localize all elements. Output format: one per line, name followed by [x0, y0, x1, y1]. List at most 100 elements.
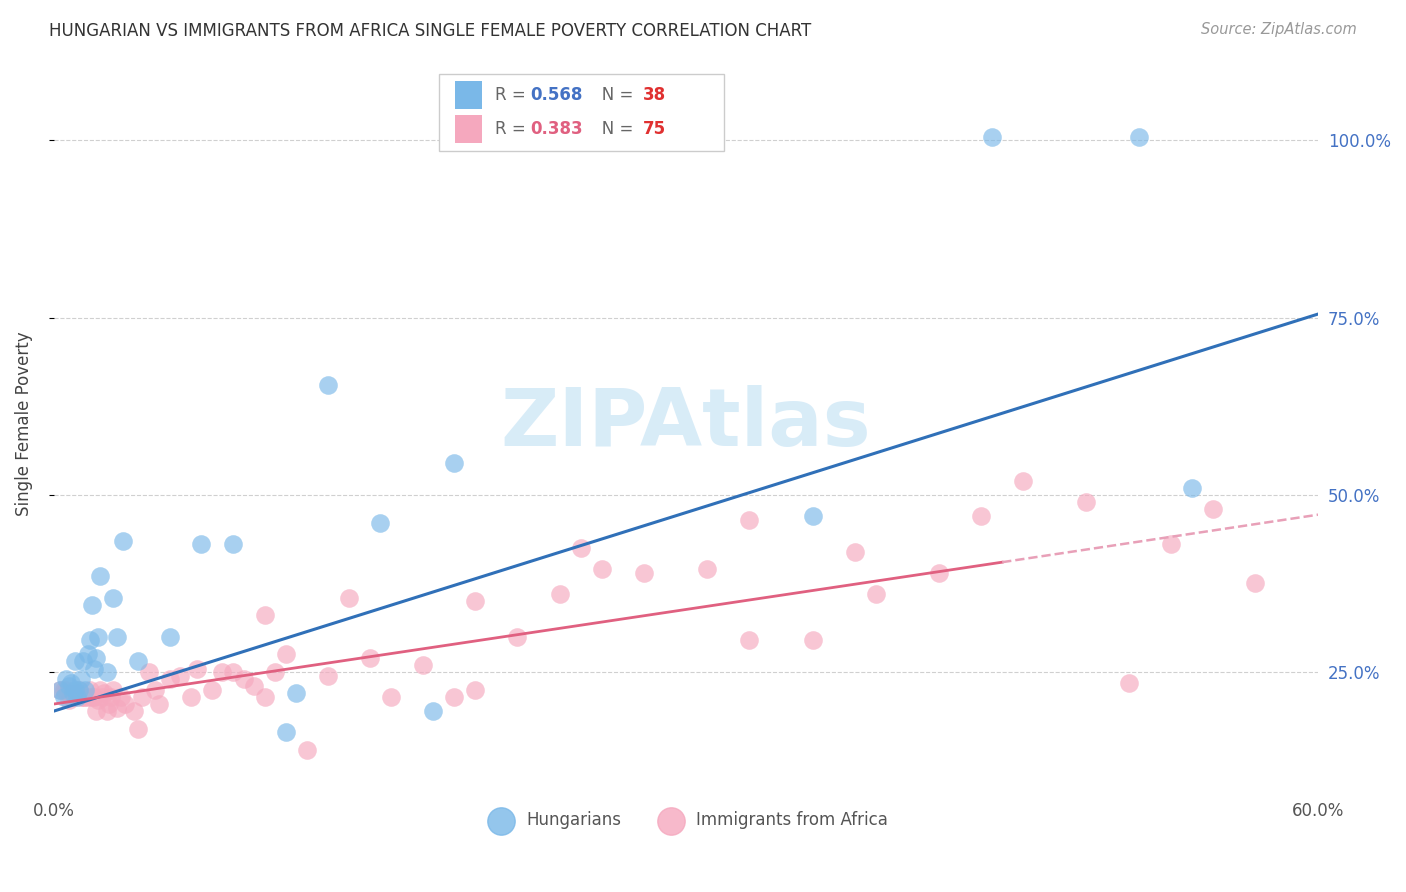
Point: [169, 668, 191, 682]
Point: [159, 630, 181, 644]
Text: Source: ZipAtlas.com: Source: ZipAtlas.com: [1201, 22, 1357, 37]
Point: [101, 591, 124, 605]
Point: [243, 679, 266, 693]
Point: [548, 587, 571, 601]
Point: [464, 594, 486, 608]
Legend: Hungarians, Immigrants from Africa: Hungarians, Immigrants from Africa: [478, 805, 894, 836]
Point: [180, 690, 202, 704]
Point: [101, 682, 124, 697]
Point: [316, 668, 339, 682]
Point: [1181, 481, 1204, 495]
Point: [138, 665, 160, 679]
Point: [143, 682, 166, 697]
Point: [72, 655, 94, 669]
Point: [928, 566, 950, 580]
Point: [222, 665, 245, 679]
Point: [359, 651, 381, 665]
Point: [738, 513, 761, 527]
Point: [105, 700, 128, 714]
Point: [87, 693, 110, 707]
Point: [148, 697, 170, 711]
Point: [211, 665, 233, 679]
Point: [89, 682, 111, 697]
Point: [62, 686, 84, 700]
Text: 75: 75: [643, 120, 666, 138]
Point: [232, 672, 254, 686]
Point: [84, 651, 107, 665]
Point: [1160, 537, 1182, 551]
Point: [464, 682, 486, 697]
Point: [70, 672, 93, 686]
Point: [443, 690, 465, 704]
FancyBboxPatch shape: [454, 114, 482, 143]
Point: [274, 648, 297, 662]
Text: 38: 38: [643, 87, 666, 104]
Point: [264, 665, 287, 679]
Point: [83, 661, 105, 675]
Point: [110, 690, 132, 704]
Point: [1076, 495, 1098, 509]
Point: [49, 682, 72, 697]
Point: [633, 566, 655, 580]
Point: [80, 598, 103, 612]
Point: [67, 682, 90, 697]
Point: [316, 377, 339, 392]
Point: [201, 682, 224, 697]
Point: [59, 690, 82, 704]
Point: [83, 690, 105, 704]
Text: HUNGARIAN VS IMMIGRANTS FROM AFRICA SINGLE FEMALE POVERTY CORRELATION CHART: HUNGARIAN VS IMMIGRANTS FROM AFRICA SING…: [49, 22, 811, 40]
Point: [79, 633, 101, 648]
Point: [1012, 474, 1035, 488]
Point: [96, 704, 118, 718]
Text: 0.568: 0.568: [530, 87, 583, 104]
Point: [84, 704, 107, 718]
Point: [1118, 675, 1140, 690]
Point: [59, 675, 82, 690]
Point: [370, 516, 392, 531]
Point: [591, 562, 613, 576]
Point: [67, 682, 90, 697]
Point: [55, 672, 77, 686]
Point: [295, 743, 318, 757]
Point: [443, 456, 465, 470]
Point: [569, 541, 592, 555]
Point: [801, 633, 824, 648]
Point: [53, 682, 76, 697]
Point: [76, 648, 98, 662]
Point: [274, 725, 297, 739]
Text: N =: N =: [586, 120, 638, 138]
Point: [865, 587, 887, 601]
Text: N =: N =: [586, 87, 638, 104]
Point: [63, 682, 86, 697]
Point: [506, 630, 529, 644]
Point: [380, 690, 402, 704]
Point: [75, 682, 97, 697]
Point: [53, 690, 76, 704]
Point: [1202, 502, 1225, 516]
Point: [93, 686, 115, 700]
Point: [58, 679, 80, 693]
Text: 0.383: 0.383: [530, 120, 583, 138]
Point: [87, 630, 110, 644]
Point: [122, 704, 145, 718]
Text: R =: R =: [495, 87, 531, 104]
Point: [422, 704, 444, 718]
Point: [97, 697, 120, 711]
Point: [980, 129, 1002, 144]
Point: [105, 630, 128, 644]
Text: R =: R =: [495, 120, 531, 138]
Point: [1244, 576, 1267, 591]
Point: [79, 682, 101, 697]
Point: [801, 509, 824, 524]
Point: [72, 690, 94, 704]
Point: [186, 661, 208, 675]
Point: [970, 509, 993, 524]
FancyBboxPatch shape: [454, 80, 482, 109]
Point: [89, 569, 111, 583]
Point: [127, 655, 149, 669]
Point: [1128, 129, 1150, 144]
FancyBboxPatch shape: [440, 73, 724, 151]
Point: [63, 690, 86, 704]
Point: [159, 672, 181, 686]
Point: [70, 690, 93, 704]
